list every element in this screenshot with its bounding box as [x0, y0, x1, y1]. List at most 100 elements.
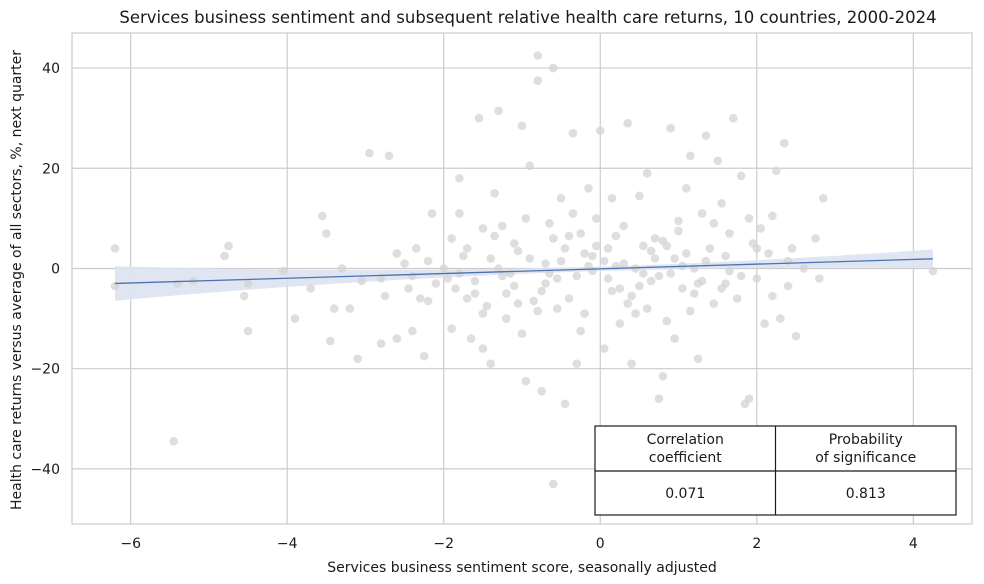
scatter-point	[674, 216, 683, 226]
y-tick-label: 0	[51, 261, 60, 277]
scatter-point	[744, 214, 754, 223]
scatter-point	[678, 284, 687, 293]
scatter-point	[603, 244, 613, 253]
scatter-point	[615, 284, 625, 293]
scatter-point	[791, 331, 801, 341]
scatter-point	[459, 251, 468, 261]
regression-line-layer	[115, 258, 933, 285]
scatter-point	[545, 219, 554, 228]
plot-frame	[71, 32, 973, 525]
scatter-point	[666, 123, 675, 133]
scatter-point	[224, 241, 233, 251]
scatter-point	[732, 294, 742, 303]
scatter-point	[654, 394, 664, 404]
scatter-point	[533, 51, 542, 60]
scatter-point	[529, 296, 538, 306]
scatter-point	[666, 269, 675, 278]
y-tick-labels: −40 −20 0 20 40	[30, 61, 60, 478]
scatter-point	[705, 244, 715, 253]
stats-table-header: Probability	[829, 432, 903, 448]
stats-table: Correlation coefficient Probability of sign…	[594, 425, 957, 516]
scatter-point	[498, 221, 507, 231]
scatter-point	[697, 209, 707, 218]
scatter-point	[556, 256, 566, 266]
scatter-point	[623, 118, 632, 128]
scatter-point	[521, 214, 531, 223]
scatter-point	[455, 174, 464, 183]
scatter-point	[290, 314, 300, 323]
scatter-point	[682, 184, 691, 193]
scatter-point	[110, 244, 120, 253]
scatter-point	[725, 266, 734, 276]
scatter-point	[654, 271, 664, 281]
scatter-point	[572, 271, 582, 281]
scatter-point	[623, 299, 632, 308]
scatter-point	[478, 224, 488, 233]
scatter-point	[482, 301, 492, 311]
stats-table-header: Correlation	[647, 432, 724, 448]
scatter-point	[329, 304, 339, 313]
scatter-point	[337, 264, 347, 273]
scatter-point	[768, 211, 777, 221]
scatter-point	[494, 106, 503, 115]
scatter-point	[502, 289, 511, 298]
scatter-point	[736, 271, 746, 281]
scatter-point	[783, 281, 793, 291]
scatter-point	[611, 231, 621, 241]
scatter-point	[568, 128, 578, 138]
scatter-point	[525, 254, 535, 263]
scatter-point	[376, 339, 386, 348]
scatter-point	[451, 284, 460, 293]
x-tick-label: −6	[120, 536, 141, 552]
scatter-point	[513, 299, 523, 308]
scatter-point	[498, 271, 507, 281]
scatter-point	[650, 254, 660, 263]
scatter-point	[717, 199, 726, 208]
stats-table-value: 0.071	[665, 486, 705, 502]
scatter-point	[658, 236, 668, 246]
scatter-point	[439, 264, 449, 273]
scatter-point	[783, 256, 793, 266]
scatter-point	[709, 219, 718, 228]
scatter-point	[619, 259, 628, 268]
scatter-point	[552, 304, 562, 313]
scatter-point	[580, 309, 589, 318]
scatter-point	[693, 354, 703, 364]
scatter-point	[693, 279, 703, 288]
scatter-point	[752, 274, 762, 283]
scatter-point	[631, 309, 640, 318]
scatter-point	[670, 334, 679, 343]
scatter-point	[478, 309, 488, 318]
scatter-point	[427, 209, 437, 218]
scatter-point	[603, 274, 613, 283]
scatter-point	[408, 326, 417, 336]
scatter-point	[772, 166, 781, 176]
scatter-point	[517, 329, 527, 338]
scatter-point	[635, 281, 644, 291]
scatter-point	[674, 226, 683, 236]
scatter-point	[502, 314, 511, 323]
scatter-point	[509, 281, 519, 291]
scatter-point	[517, 121, 527, 130]
scatter-point	[408, 271, 417, 281]
scatter-point	[541, 259, 550, 268]
scatter-point	[744, 394, 754, 404]
scatter-point	[365, 148, 374, 158]
scatter-point	[243, 326, 253, 336]
y-tick-label: 40	[42, 61, 60, 77]
scatter-point	[220, 251, 229, 261]
scatter-point	[607, 286, 617, 296]
scatter-point	[462, 244, 472, 253]
scatter-point	[279, 266, 288, 276]
scatter-point	[392, 334, 402, 343]
y-tick-label: −20	[30, 362, 60, 378]
scatter-point	[760, 319, 769, 328]
scatter-point	[400, 259, 409, 268]
scatter-point	[584, 184, 593, 193]
scatter-point	[599, 344, 609, 353]
scatter-point	[642, 304, 652, 313]
scatter-point	[423, 256, 433, 266]
scatter-point	[799, 264, 808, 273]
scatter-point	[455, 209, 464, 218]
